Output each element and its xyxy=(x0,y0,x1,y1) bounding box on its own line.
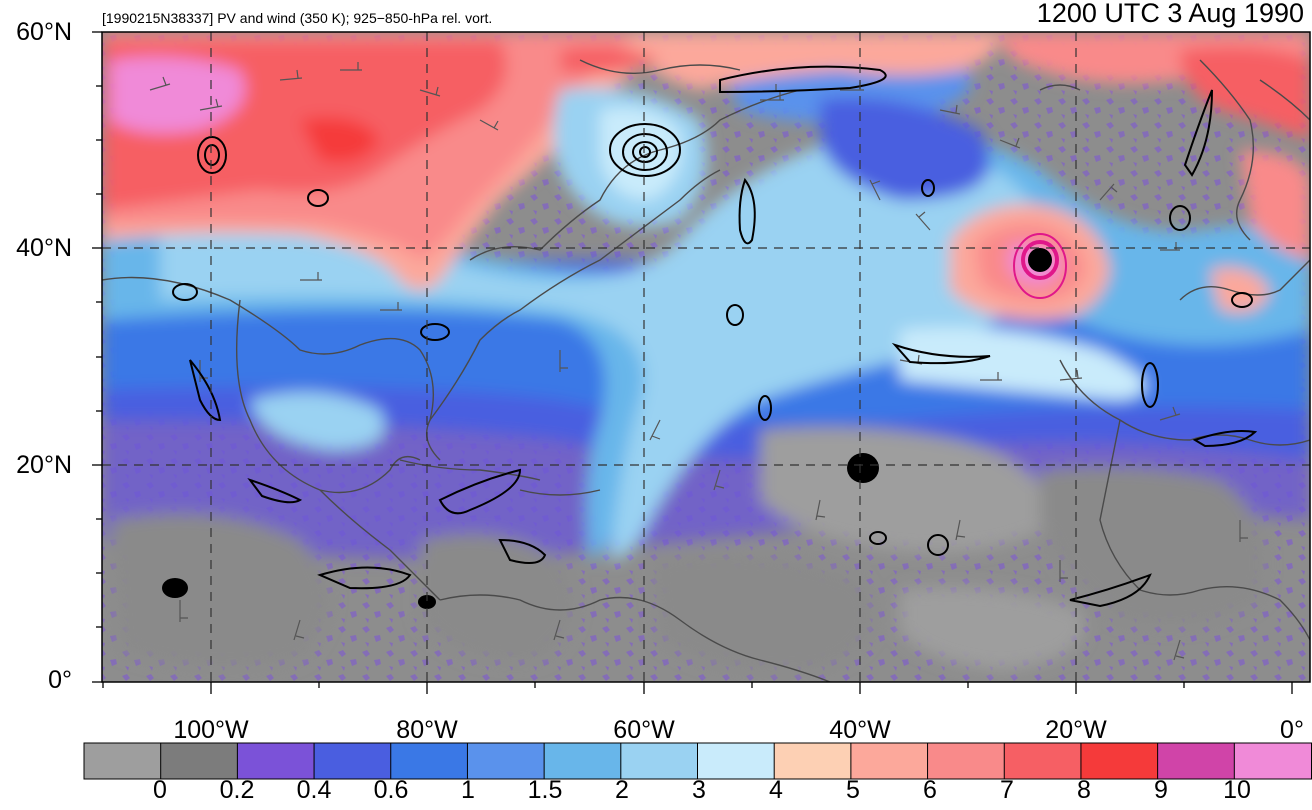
lon-label-60w: 60°W xyxy=(613,716,675,744)
coastlines xyxy=(102,59,1310,682)
colorbar-label: 0.2 xyxy=(219,776,255,804)
colorbar-swatch xyxy=(466,742,546,780)
colorbar-swatch xyxy=(850,742,929,780)
valid-time: 1200 UTC 3 Aug 1990 xyxy=(1036,0,1304,28)
colorbar-swatch xyxy=(83,742,162,780)
colorbar-swatch xyxy=(773,742,852,780)
gridlines xyxy=(102,32,1310,682)
colorbar-swatch xyxy=(1080,742,1159,780)
wind-barbs xyxy=(149,62,1248,661)
lat-label-20n: 20°N xyxy=(16,451,72,479)
colorbar-label: 5 xyxy=(846,776,860,804)
lon-label-20w: 20°W xyxy=(1045,716,1107,744)
colorbar-swatch xyxy=(160,742,239,780)
colorbar-swatch xyxy=(1003,742,1082,780)
lon-label-100w: 100°W xyxy=(173,716,249,744)
map-subtitle: [1990215N38337] PV and wind (350 K); 925… xyxy=(102,10,493,26)
lon-label-80w: 80°W xyxy=(396,716,458,744)
colorbar-swatch xyxy=(927,742,1006,780)
colorbar-swatch xyxy=(236,742,316,780)
colorbar xyxy=(83,742,1312,780)
colorbar-label: 1.5 xyxy=(527,776,563,804)
vorticity-maxima xyxy=(162,248,1052,609)
colorbar-swatch xyxy=(390,742,469,780)
colorbar-label: 2 xyxy=(615,776,629,804)
colorbar-swatch xyxy=(1157,742,1236,780)
colorbar-label: 9 xyxy=(1154,776,1168,804)
lon-label-0: 0° xyxy=(1280,716,1304,744)
colorbar-label: 7 xyxy=(1000,776,1014,804)
lon-label-40w: 40°W xyxy=(829,716,891,744)
colorbar-swatch xyxy=(697,742,776,780)
colorbar-swatch xyxy=(313,742,392,780)
lat-label-40n: 40°N xyxy=(16,234,72,262)
colorbar-label: 6 xyxy=(923,776,937,804)
colorbar-label: 10 xyxy=(1223,776,1251,804)
colorbar-label: 0.6 xyxy=(373,776,409,804)
colorbar-label: 8 xyxy=(1077,776,1091,804)
colorbar-label: 3 xyxy=(692,776,706,804)
colorbar-swatch xyxy=(1233,742,1312,780)
axis-ticks xyxy=(92,31,1293,694)
pv-shading xyxy=(102,32,1310,682)
lat-label-0: 0° xyxy=(48,666,72,694)
colorbar-label: 0 xyxy=(153,776,167,804)
colorbar-label: 4 xyxy=(769,776,783,804)
colorbar-swatch xyxy=(543,742,622,780)
vorticity-contours xyxy=(172,65,1258,608)
colorbar-label: 0.4 xyxy=(296,776,332,804)
lat-label-60n: 60°N xyxy=(16,18,72,46)
colorbar-label: 1 xyxy=(461,776,475,804)
storm-contour xyxy=(1013,233,1067,299)
colorbar-swatch xyxy=(620,742,699,780)
